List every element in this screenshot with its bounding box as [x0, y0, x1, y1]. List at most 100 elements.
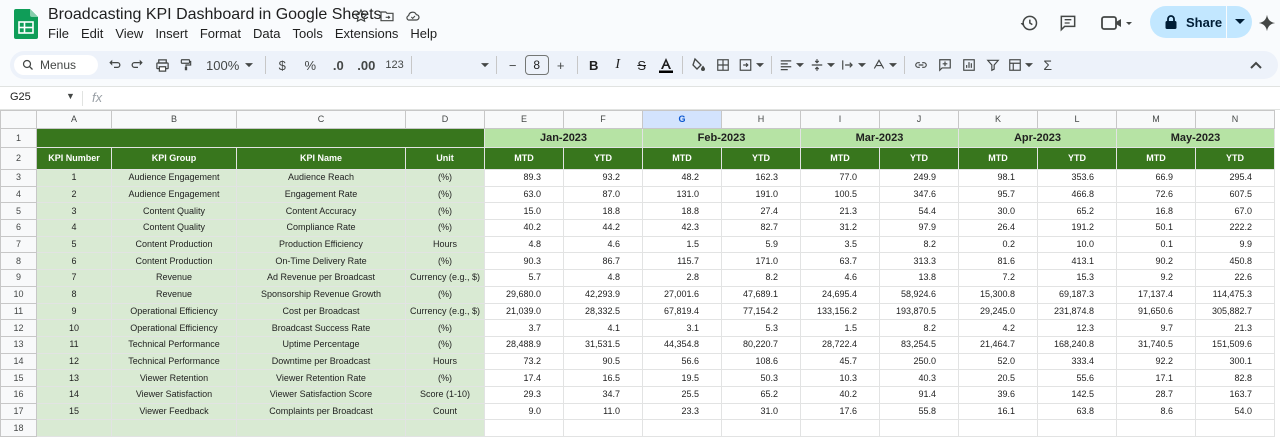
mtd-value-cell[interactable]: 15,300.8 [958, 285, 1038, 304]
kpi-group-cell[interactable]: Viewer Satisfaction [111, 385, 237, 404]
ytd-value-cell[interactable]: 5.3 [721, 319, 801, 337]
column-header-l[interactable]: L [1037, 110, 1117, 129]
text-color-icon[interactable] [654, 53, 678, 77]
mtd-value-cell[interactable]: 8.6 [1116, 402, 1196, 421]
font-size-increase-button[interactable]: + [556, 57, 565, 73]
kpi-number-cell[interactable]: 10 [36, 319, 112, 337]
ytd-value-cell[interactable]: 15.3 [1037, 269, 1117, 287]
row-header-8[interactable]: 8 [0, 252, 37, 271]
menus-search-box[interactable]: Menus [14, 55, 98, 75]
mtd-value-cell[interactable]: 24,695.4 [800, 285, 880, 304]
mtd-value-cell[interactable]: 56.6 [642, 352, 722, 371]
mtd-value-cell[interactable]: 40.2 [800, 385, 880, 404]
kpi-name-cell[interactable]: On-Time Delivery Rate [236, 252, 406, 271]
ytd-value-cell[interactable]: 82.8 [1195, 369, 1275, 387]
mtd-value-cell[interactable]: 15.0 [484, 202, 564, 221]
ytd-value-cell[interactable]: 191.0 [721, 185, 801, 204]
unit-cell[interactable]: Hours [405, 235, 485, 254]
ytd-value-cell[interactable]: 42,293.9 [563, 285, 643, 304]
column-header-m[interactable]: M [1116, 110, 1196, 129]
mtd-value-cell[interactable]: 9.2 [1116, 269, 1196, 287]
ytd-value-cell[interactable]: 67.0 [1195, 202, 1275, 221]
mtd-value-cell[interactable]: 131.0 [642, 185, 722, 204]
empty-cell[interactable] [1116, 419, 1196, 437]
decrease-decimal-button[interactable]: .0 [332, 57, 344, 73]
kpi-number-cell[interactable]: 6 [36, 252, 112, 271]
menu-tools[interactable]: Tools [292, 26, 323, 41]
month-header[interactable]: Jan-2023 [484, 128, 643, 148]
horizontal-align-icon[interactable] [776, 53, 807, 77]
redo-icon[interactable] [126, 53, 150, 77]
mtd-value-cell[interactable]: 67,819.4 [642, 302, 722, 321]
kpi-name-header[interactable]: KPI Name [236, 147, 406, 170]
kpi-group-header[interactable]: KPI Group [111, 147, 237, 170]
empty-label-cell[interactable] [236, 419, 406, 437]
kpi-group-cell[interactable]: Technical Performance [111, 335, 237, 354]
ytd-value-cell[interactable]: 8.2 [721, 269, 801, 287]
kpi-group-cell[interactable]: Content Production [111, 235, 237, 254]
collapse-toolbar-icon[interactable] [1244, 53, 1268, 77]
mtd-value-cell[interactable]: 21,039.0 [484, 302, 564, 321]
functions-icon[interactable]: Σ [1043, 57, 1053, 73]
kpi-number-cell[interactable]: 3 [36, 202, 112, 221]
increase-decimal-button[interactable]: .00 [357, 57, 376, 73]
ytd-value-cell[interactable]: 28,332.5 [563, 302, 643, 321]
gemini-sparkle-icon[interactable] [1256, 12, 1278, 34]
mtd-value-cell[interactable]: 16.1 [958, 402, 1038, 421]
empty-cell[interactable] [800, 419, 880, 437]
unit-cell[interactable]: Currency (e.g., $) [405, 302, 485, 321]
mtd-value-cell[interactable]: 73.2 [484, 352, 564, 371]
ytd-value-cell[interactable]: 18.8 [563, 202, 643, 221]
menu-edit[interactable]: Edit [80, 26, 104, 41]
row-header-7[interactable]: 7 [0, 235, 37, 254]
ytd-value-cell[interactable]: 83,254.5 [879, 335, 959, 354]
column-header-g[interactable]: G [642, 110, 722, 129]
mtd-value-cell[interactable]: 21,464.7 [958, 335, 1038, 354]
share-dropdown-icon[interactable] [1227, 19, 1252, 25]
mtd-value-cell[interactable]: 2.8 [642, 269, 722, 287]
ytd-header[interactable]: YTD [1195, 147, 1275, 170]
kpi-group-cell[interactable]: Content Quality [111, 202, 237, 221]
row-header-17[interactable]: 17 [0, 402, 37, 421]
ytd-value-cell[interactable]: 4.1 [563, 319, 643, 337]
empty-cell[interactable] [1195, 419, 1275, 437]
filter-icon[interactable] [981, 53, 1005, 77]
empty-label-cell[interactable] [36, 419, 112, 437]
mtd-value-cell[interactable]: 4.2 [958, 319, 1038, 337]
row-header-12[interactable]: 12 [0, 319, 37, 337]
fill-color-icon[interactable] [687, 53, 711, 77]
mtd-value-cell[interactable]: 16.8 [1116, 202, 1196, 221]
ytd-value-cell[interactable]: 8.2 [879, 235, 959, 254]
mtd-header[interactable]: MTD [642, 147, 722, 170]
mtd-value-cell[interactable]: 133,156.2 [800, 302, 880, 321]
column-header-n[interactable]: N [1195, 110, 1275, 129]
menu-insert[interactable]: Insert [155, 26, 188, 41]
kpi-name-cell[interactable]: Broadcast Success Rate [236, 319, 406, 337]
move-folder-icon[interactable] [378, 7, 396, 25]
mtd-value-cell[interactable]: 17,137.4 [1116, 285, 1196, 304]
row-header-16[interactable]: 16 [0, 385, 37, 404]
mtd-value-cell[interactable]: 95.7 [958, 185, 1038, 204]
column-header-j[interactable]: J [879, 110, 959, 129]
mtd-value-cell[interactable]: 3.1 [642, 319, 722, 337]
unit-cell[interactable]: (%) [405, 169, 485, 187]
row-header-3[interactable]: 3 [0, 169, 37, 187]
ytd-value-cell[interactable]: 27.4 [721, 202, 801, 221]
ytd-value-cell[interactable]: 86.7 [563, 252, 643, 271]
kpi-name-cell[interactable]: Uptime Percentage [236, 335, 406, 354]
ytd-value-cell[interactable]: 65.2 [1037, 202, 1117, 221]
zoom-select[interactable]: 100% [198, 53, 261, 77]
insert-chart-icon[interactable] [957, 53, 981, 77]
kpi-group-cell[interactable]: Revenue [111, 285, 237, 304]
kpi-group-cell[interactable]: Technical Performance [111, 352, 237, 371]
mtd-value-cell[interactable]: 1.5 [642, 235, 722, 254]
mtd-value-cell[interactable]: 1.5 [800, 319, 880, 337]
ytd-value-cell[interactable]: 54.4 [879, 202, 959, 221]
ytd-value-cell[interactable]: 108.6 [721, 352, 801, 371]
mtd-value-cell[interactable]: 92.2 [1116, 352, 1196, 371]
row-header-18[interactable]: 18 [0, 419, 37, 437]
ytd-value-cell[interactable]: 90.5 [563, 352, 643, 371]
row-header-4[interactable]: 4 [0, 185, 37, 204]
ytd-value-cell[interactable]: 300.1 [1195, 352, 1275, 371]
unit-cell[interactable]: (%) [405, 335, 485, 354]
